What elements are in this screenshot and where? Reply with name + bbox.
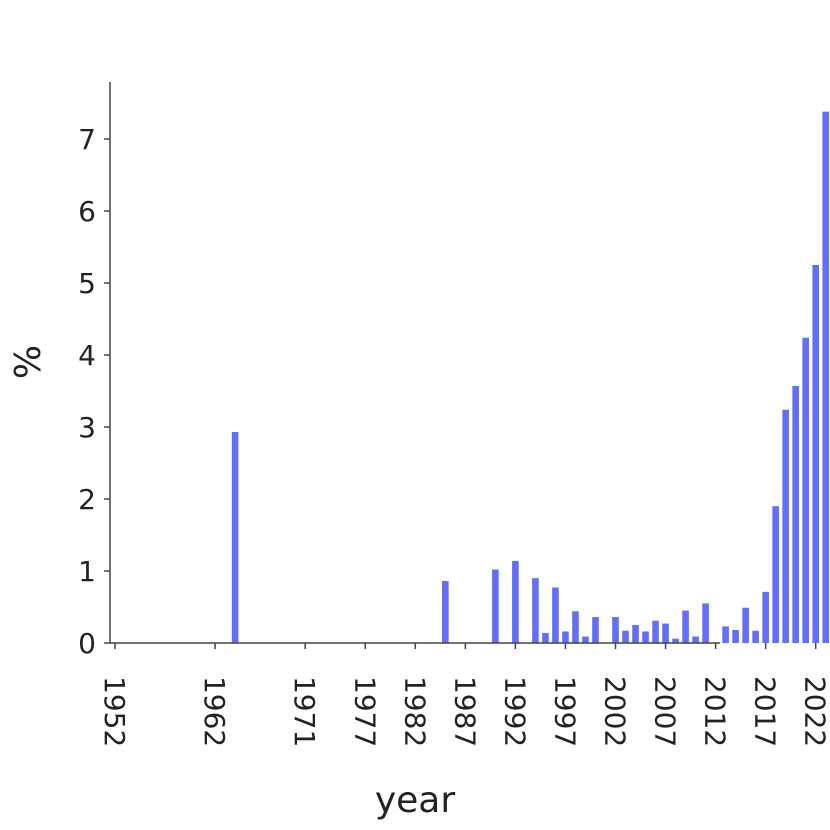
bar-2007 xyxy=(662,623,669,643)
bar-2020 xyxy=(792,385,799,643)
y-tick-label: 1 xyxy=(78,555,96,588)
bar-2008 xyxy=(672,638,679,643)
bar-2015 xyxy=(742,607,749,643)
bar-2002 xyxy=(612,617,619,643)
y-tick-label: 3 xyxy=(78,411,96,444)
bar-2023 xyxy=(822,111,830,643)
bar-2006 xyxy=(652,620,659,643)
x-tick-label: 2017 xyxy=(749,676,782,747)
bar-2005 xyxy=(642,631,649,643)
y-tick-label: 2 xyxy=(78,483,96,516)
bar-2011 xyxy=(702,603,709,643)
y-tick-label: 5 xyxy=(78,267,96,300)
bar-1985 xyxy=(442,581,449,643)
bar-1999 xyxy=(582,636,589,643)
bar-2004 xyxy=(632,625,639,643)
bar-1964 xyxy=(231,432,239,643)
bar-1998 xyxy=(572,611,579,643)
bar-2017 xyxy=(762,591,769,643)
x-tick-label: 2022 xyxy=(799,676,830,747)
x-axis-title: year xyxy=(375,780,456,821)
bar-1995 xyxy=(542,632,549,643)
bar-2009 xyxy=(682,610,689,643)
bar-2022 xyxy=(812,265,819,643)
x-tick-label: 2007 xyxy=(649,676,682,747)
y-axis-title: % xyxy=(8,345,49,379)
bar-1994 xyxy=(532,578,539,643)
x-axis-ticks: 1952 1962 1971 1977 1982 1987 1992 1997 2002 2007… xyxy=(98,643,830,747)
bar-1996 xyxy=(552,587,559,643)
x-tick-label: 2002 xyxy=(599,676,632,747)
y-tick-label: 4 xyxy=(78,339,96,372)
bar-2016 xyxy=(752,630,759,643)
bar-2014 xyxy=(732,630,739,643)
x-tick-label: 1992 xyxy=(498,676,531,747)
x-tick-label: 1987 xyxy=(448,676,481,747)
bar-2018 xyxy=(772,506,779,643)
bar-2000 xyxy=(592,617,599,643)
bar-1992 xyxy=(512,560,519,643)
bars-group xyxy=(231,111,830,643)
y-tick-label: 0 xyxy=(78,627,96,660)
x-tick-label: 1977 xyxy=(348,676,381,747)
x-tick-label: 1962 xyxy=(198,676,231,747)
x-tick-label: 1952 xyxy=(98,676,131,747)
x-tick-label: 1982 xyxy=(398,676,431,747)
bar-2019 xyxy=(782,409,789,643)
x-tick-label: 1971 xyxy=(288,676,321,747)
bar-2010 xyxy=(692,636,699,643)
y-tick-label: 6 xyxy=(78,195,96,228)
x-tick-label: 2012 xyxy=(699,676,732,747)
bar-1990 xyxy=(492,569,499,643)
y-tick-label: 7 xyxy=(78,123,96,156)
bar-2003 xyxy=(622,630,629,643)
bar-1997 xyxy=(562,631,569,643)
y-axis-ticks: 0 1 2 3 4 5 6 7 xyxy=(78,123,110,660)
x-tick-label: 1997 xyxy=(548,676,581,747)
bar-2021 xyxy=(802,337,809,643)
bar-2013 xyxy=(722,626,729,643)
